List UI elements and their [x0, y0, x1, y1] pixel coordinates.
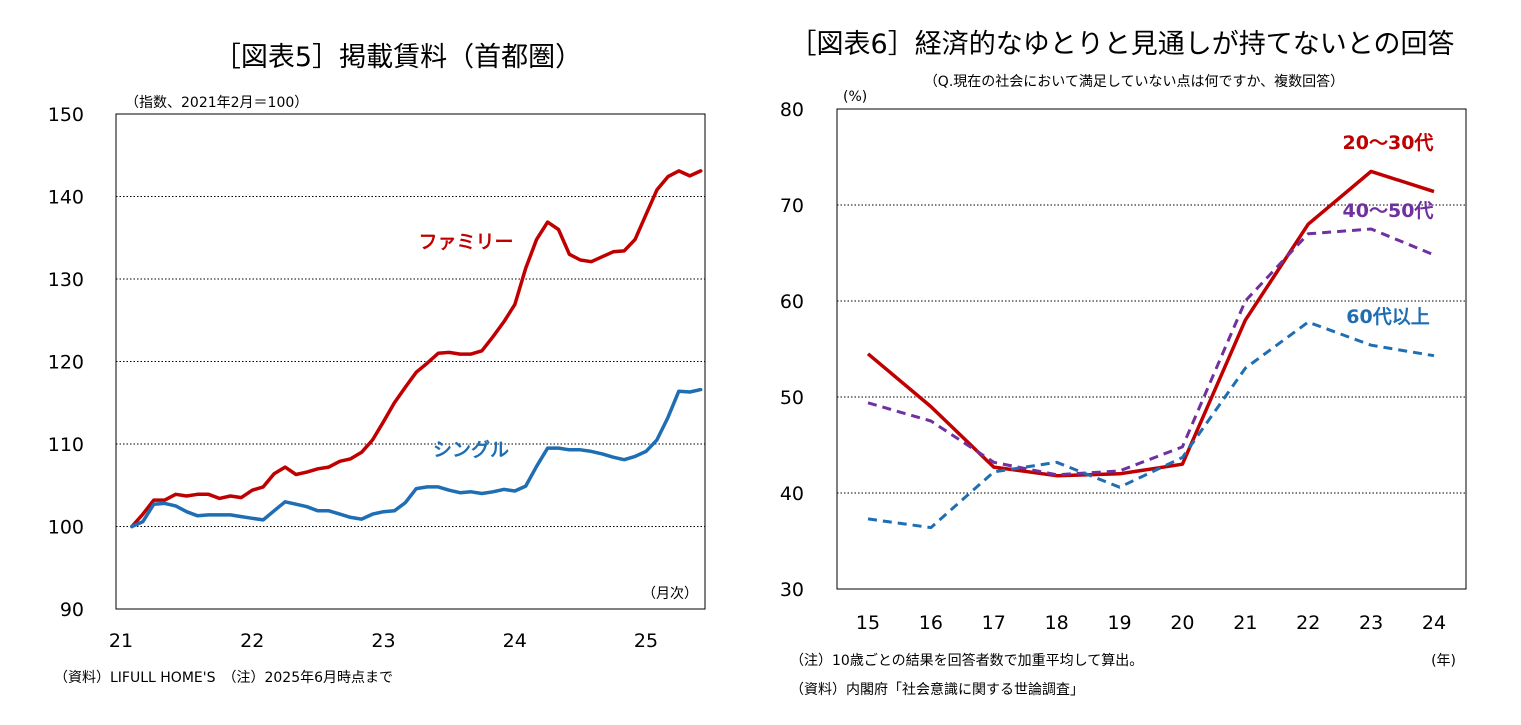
chart5-x-tick-label: 23	[371, 630, 395, 652]
chart5-plot-frame	[115, 113, 706, 610]
chart5-series	[130, 169, 703, 529]
chart6-x-tick-label: 16	[919, 612, 943, 634]
chart5-y-tick-label: 90	[60, 599, 84, 621]
chart6-x-tick-label: 15	[856, 612, 880, 634]
chart6-series	[866, 169, 1435, 530]
chart6-series-line-60plus	[867, 320, 1435, 530]
chart5-x-unit: （月次）	[642, 586, 698, 602]
chart5-y-tick-label: 140	[48, 187, 84, 209]
chart6-x-tick-label: 23	[1359, 612, 1383, 634]
chart6-series-label-20-30: 20～30代	[1343, 132, 1434, 154]
chart5-y-tick-label: 120	[48, 352, 84, 374]
chart6-y-tick-label: 80	[780, 99, 804, 121]
chart5-x-tick-label: 24	[503, 630, 527, 652]
chart6-footnote-note: （注）10歳ごとの結果を回答者数で加重平均して算出。	[790, 652, 1143, 669]
chart6-x-unit: (年)	[1431, 653, 1456, 669]
chart-6: ［図表6］経済的なゆとりと見通しが持てないとの回答 （Q.現在の社会において満足…	[780, 29, 1467, 698]
chart6-title: ［図表6］経済的なゆとりと見通しが持てないとの回答	[790, 29, 1455, 60]
chart6-y-tick-label: 70	[780, 195, 804, 217]
chart6-x-tick-label: 17	[982, 612, 1006, 634]
chart-5: ［図表5］掲載賃料（首都圏） （指数、2021年2月＝100） 90 100 110…	[48, 42, 706, 686]
chart5-x-tick-label: 25	[634, 630, 658, 652]
chart5-x-tick-labels: 21 22 23 24 25	[109, 630, 658, 652]
chart5-y-tick-label: 110	[48, 434, 84, 456]
chart5-series-label-single: シングル	[433, 438, 509, 461]
chart6-plot-frame	[836, 108, 1467, 590]
chart6-footnote-source: （資料）内閣府「社会意識に関する世論調査」	[790, 681, 1084, 698]
chart6-y-tick-label: 50	[780, 387, 804, 409]
chart6-x-tick-label: 20	[1170, 612, 1194, 634]
chart6-x-tick-label: 18	[1045, 612, 1069, 634]
chart5-series-label-family: ファミリー	[418, 231, 513, 253]
chart6-x-tick-label: 19	[1107, 612, 1131, 634]
chart6-series-line-40-50	[867, 227, 1435, 477]
chart5-y-tick-labels: 90 100 110 120 130 140 150	[48, 104, 84, 621]
chart6-x-tick-label: 24	[1422, 612, 1446, 634]
chart6-series-label-60plus: 60代以上	[1346, 306, 1429, 328]
chart6-y-tick-labels: 30 40 50 60 70 80	[780, 99, 804, 601]
chart6-y-tick-label: 40	[780, 483, 804, 505]
chart5-x-tick-label: 22	[240, 630, 264, 652]
chart6-series-line-20-30	[866, 169, 1435, 478]
chart6-subtitle: （Q.現在の社会において満足していない点は何ですか、複数回答）	[924, 73, 1344, 90]
chart6-unit-note: (%)	[843, 89, 867, 105]
chart6-y-tick-label: 30	[780, 579, 804, 601]
chart5-x-tick-label: 21	[109, 630, 133, 652]
chart5-gridlines	[116, 196, 705, 527]
chart6-x-tick-label: 21	[1233, 612, 1257, 634]
chart6-x-tick-labels: 15 16 17 18 19 20 21 22 23 24	[856, 612, 1446, 634]
chart5-title: ［図表5］掲載賃料（首都圏）	[214, 42, 582, 73]
chart5-series-line-family	[130, 169, 703, 529]
chart6-x-tick-label: 22	[1296, 612, 1320, 634]
chart5-y-tick-label: 100	[48, 517, 84, 539]
chart5-footnote: （資料）LIFULL HOME'S （注）2025年6月時点まで	[54, 670, 393, 686]
chart5-series-line-single	[130, 387, 703, 529]
chart5-unit-note: （指数、2021年2月＝100）	[125, 95, 308, 111]
chart6-gridlines	[837, 204, 1466, 494]
chart5-y-tick-label: 130	[48, 269, 84, 291]
chart5-y-tick-label: 150	[48, 104, 84, 126]
chart6-series-label-40-50: 40～50代	[1343, 200, 1434, 222]
chart6-y-tick-label: 60	[780, 291, 804, 313]
